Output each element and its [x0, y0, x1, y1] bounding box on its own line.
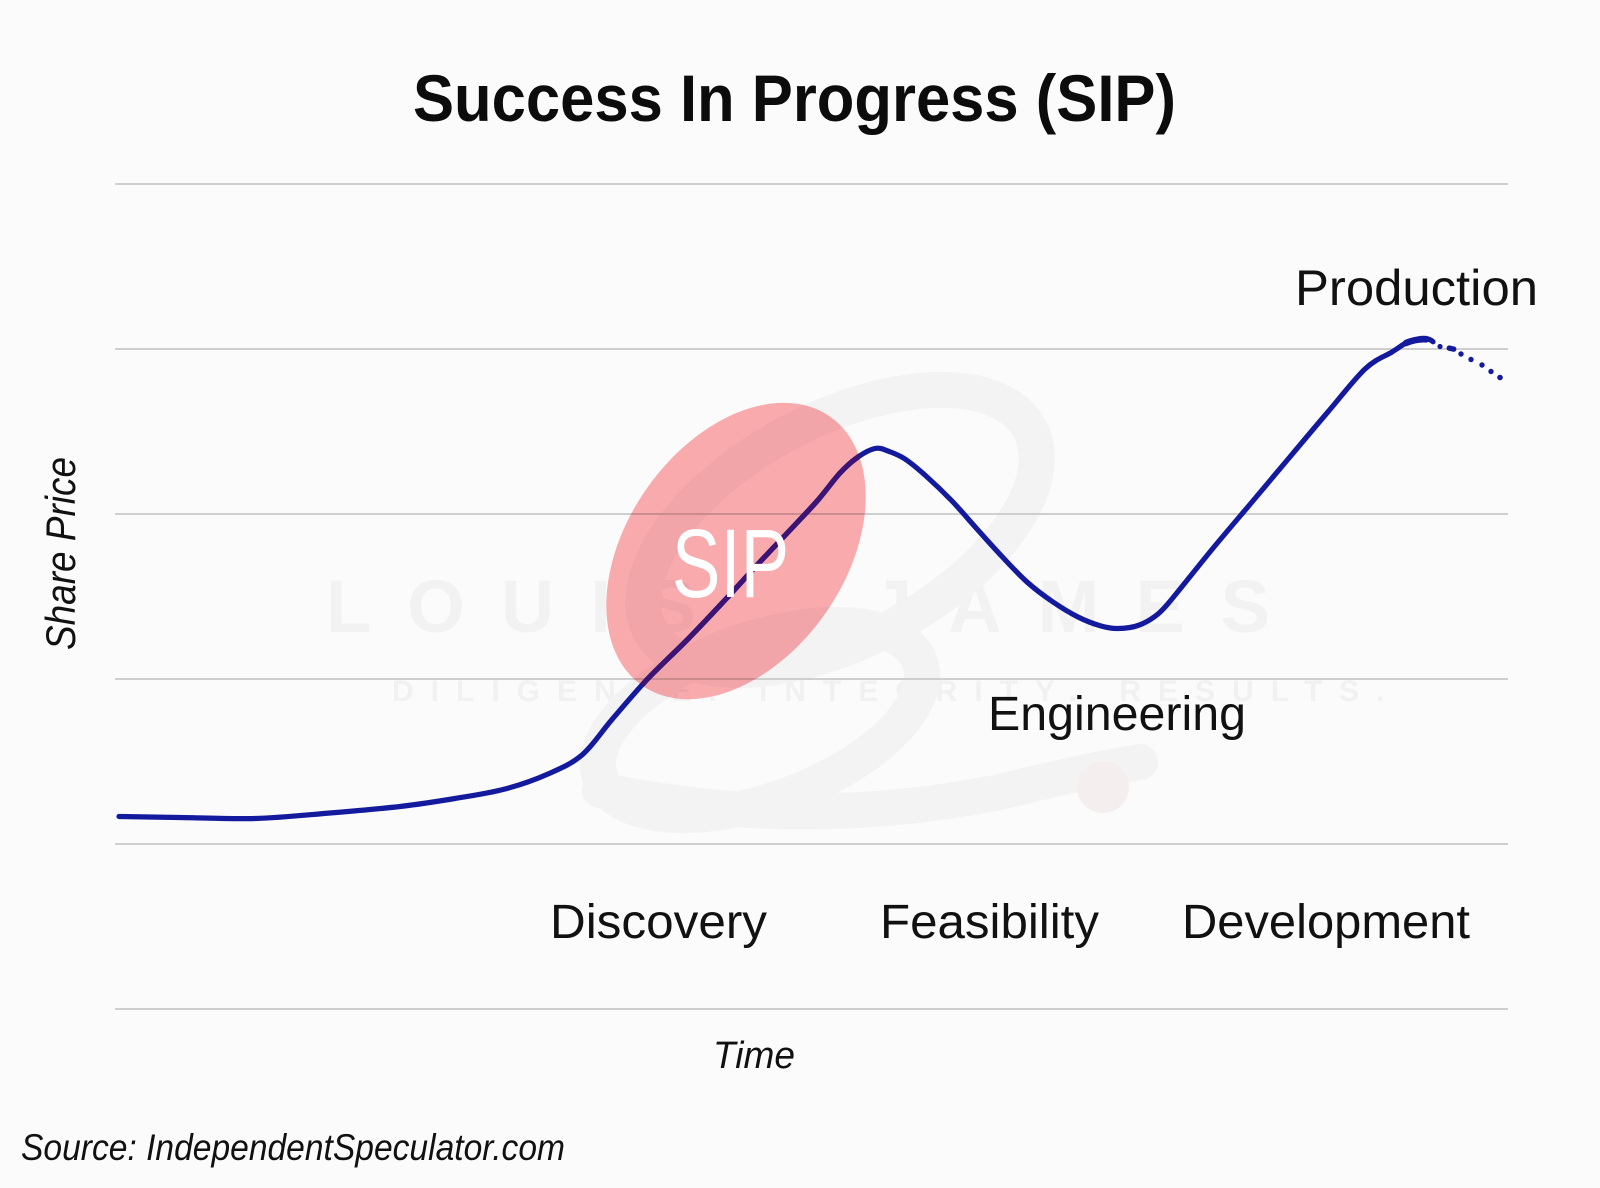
svg-text:Source: IndependentSpeculator.: Source: IndependentSpeculator.com [21, 1127, 565, 1168]
svg-text:SIP: SIP [672, 510, 789, 619]
svg-text:Development: Development [1182, 896, 1470, 949]
svg-text:Success In Progress (SIP): Success In Progress (SIP) [413, 61, 1176, 135]
svg-text:Discovery: Discovery [550, 896, 767, 949]
svg-text:Share Price: Share Price [37, 457, 84, 650]
svg-text:Engineering: Engineering [988, 688, 1246, 741]
svg-text:DILIGENCE. INTEGRITY. RESULTS.: DILIGENCE. INTEGRITY. RESULTS. [392, 675, 1401, 708]
svg-text:Production: Production [1295, 260, 1538, 316]
svg-text:Feasibility: Feasibility [880, 896, 1099, 949]
svg-text:Time: Time [713, 1035, 795, 1077]
